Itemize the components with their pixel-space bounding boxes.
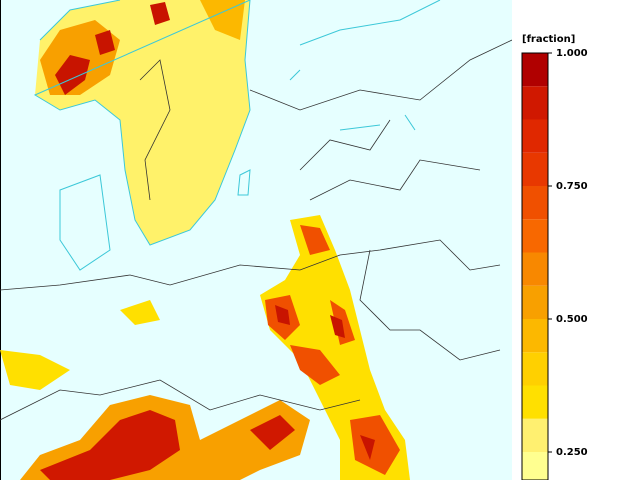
colorbar-frame — [521, 52, 549, 480]
colorbar-segment — [522, 385, 548, 419]
colorbar-segment — [522, 418, 548, 452]
field-red — [40, 410, 295, 480]
colorbar-label: [fraction] — [522, 34, 575, 45]
field-orange — [200, 0, 245, 40]
field-yellow — [0, 300, 160, 390]
colorbar-tick-label: 0.250 — [556, 447, 588, 458]
coastline — [289, 0, 441, 131]
colorbar-segment — [522, 219, 548, 253]
coastline — [33, 0, 251, 271]
colorbar-segments — [522, 53, 548, 480]
colorbar-tick-label: 1.000 — [556, 48, 588, 59]
colorbar-tick-label: 0.750 — [556, 181, 588, 192]
colorbar-segment — [522, 86, 548, 120]
colorbar-segment — [522, 352, 548, 386]
field-red — [55, 2, 170, 95]
colorbar-tick-label: 0.500 — [556, 314, 588, 325]
colorbar-segment — [522, 319, 548, 353]
map — [0, 0, 512, 480]
field-yellow — [260, 215, 410, 480]
colorbar-segment — [522, 252, 548, 286]
colorbar-segment — [522, 152, 548, 186]
colorbar-segment — [522, 452, 548, 480]
colorbar-segment — [522, 119, 548, 153]
colorbar-segment — [522, 285, 548, 319]
colorbar-segment — [522, 53, 548, 87]
colorbar-segment — [522, 186, 548, 220]
field-red — [275, 305, 375, 460]
border-lines — [0, 39, 512, 421]
colorbar: [fraction] 1.000 0.750 0.500 0.250 — [521, 34, 588, 480]
field-orange — [265, 225, 400, 475]
